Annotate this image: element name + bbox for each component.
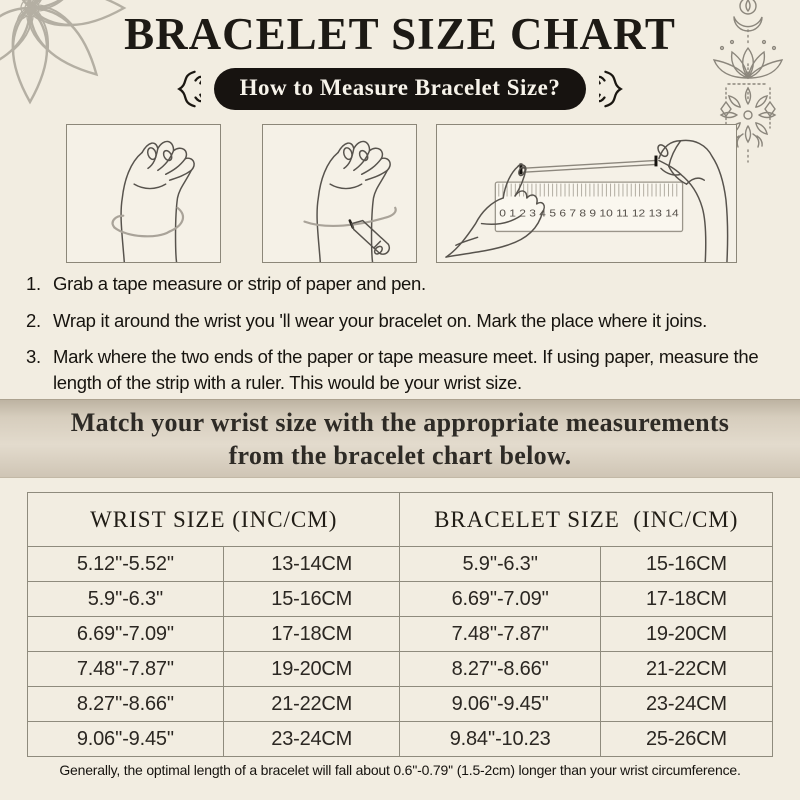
bracelet-cm-cell: 19-20CM bbox=[599, 616, 774, 652]
banner-line-2: from the bracelet chart below. bbox=[228, 440, 572, 470]
bracelet-inch-cell: 7.48''-7.87'' bbox=[399, 616, 601, 652]
subtitle-row: How to Measure Bracelet Size? bbox=[0, 68, 800, 110]
table-row: 8.27''-8.66'' 21-22CM 9.06''-9.45'' 23-2… bbox=[27, 686, 774, 722]
page-title: BRACELET SIZE CHART bbox=[124, 9, 676, 59]
step-number: 3. bbox=[26, 346, 41, 368]
bracelet-size-header: BRACELET SIZE (INC/CM) bbox=[399, 492, 773, 547]
step-2: 2. Wrap it around the wrist you 'll wear… bbox=[26, 308, 774, 334]
table-row: 5.12''-5.52'' 13-14CM 5.9''-6.3'' 15-16C… bbox=[27, 546, 774, 582]
illustration-ruler-measure: 0 1 2 3 4 5 6 7 8 9 10 11 12 13 14 bbox=[436, 124, 737, 263]
step-1: 1. Grab a tape measure or strip of paper… bbox=[26, 271, 774, 297]
step-text: Wrap it around the wrist you 'll wear yo… bbox=[53, 309, 707, 331]
banner-line-1: Match your wrist size with the appropria… bbox=[70, 407, 730, 437]
wrist-inch-cell: 5.12''-5.52'' bbox=[27, 546, 224, 582]
bracelet-cm-cell: 17-18CM bbox=[599, 581, 774, 617]
bracelet-inch-cell: 9.84''-10.23 bbox=[399, 721, 601, 757]
table-row: 9.06''-9.45'' 23-24CM 9.84''-10.23 25-26… bbox=[27, 721, 774, 757]
step-number: 1. bbox=[26, 273, 41, 294]
bracelet-inch-cell: 8.27''-8.66'' bbox=[399, 651, 601, 687]
illustration-mark-pen bbox=[262, 124, 417, 263]
step-3: 3. Mark where the two ends of the paper … bbox=[26, 344, 774, 395]
match-size-banner: Match your wrist size with the appropria… bbox=[0, 399, 800, 478]
flourish-left-icon bbox=[176, 70, 201, 108]
wrist-inch-cell: 8.27''-8.66'' bbox=[27, 686, 224, 722]
size-table: WRIST SIZE (INC/CM) BRACELET SIZE (INC/C… bbox=[26, 492, 774, 757]
step-text: Grab a tape measure or strip of paper an… bbox=[53, 273, 426, 294]
bracelet-cm-cell: 21-22CM bbox=[599, 651, 774, 687]
table-row: 7.48''-7.87'' 19-20CM 8.27''-8.66'' 21-2… bbox=[27, 651, 774, 687]
wrist-inch-cell: 5.9''-6.3'' bbox=[27, 581, 224, 617]
bracelet-inch-cell: 9.06''-9.45'' bbox=[399, 686, 601, 722]
subtitle-pill: How to Measure Bracelet Size? bbox=[213, 68, 587, 110]
flourish-right-icon bbox=[599, 70, 624, 108]
bracelet-cm-cell: 23-24CM bbox=[599, 686, 774, 722]
wrist-cm-cell: 19-20CM bbox=[222, 651, 401, 687]
ruler-numbers: 0 1 2 3 4 5 6 7 8 9 10 11 12 13 14 bbox=[499, 209, 679, 220]
wrist-inch-cell: 6.69''-7.09'' bbox=[27, 616, 224, 652]
wrist-cm-cell: 23-24CM bbox=[222, 721, 401, 757]
wrist-cm-cell: 15-16CM bbox=[222, 581, 401, 617]
bracelet-inch-cell: 6.69''-7.09'' bbox=[399, 581, 601, 617]
wrist-inch-cell: 9.06''-9.45'' bbox=[27, 721, 224, 757]
footnote: Generally, the optimal length of a brace… bbox=[59, 762, 741, 778]
bracelet-inch-cell: 5.9''-6.3'' bbox=[399, 546, 601, 582]
table-row: 5.9''-6.3'' 15-16CM 6.69''-7.09'' 17-18C… bbox=[27, 581, 774, 617]
step-text: Mark where the two ends of the paper or … bbox=[53, 346, 759, 393]
wrist-cm-cell: 17-18CM bbox=[222, 616, 401, 652]
table-row: 6.69''-7.09'' 17-18CM 7.48''-7.87'' 19-2… bbox=[27, 616, 774, 652]
wrist-size-header: WRIST SIZE (INC/CM) bbox=[26, 492, 401, 547]
table-header-row: WRIST SIZE (INC/CM) BRACELET SIZE (INC/C… bbox=[26, 492, 773, 547]
instruction-steps: 1. Grab a tape measure or strip of paper… bbox=[26, 271, 774, 406]
step-number: 2. bbox=[26, 309, 41, 331]
illustration-wrap-wrist bbox=[66, 124, 221, 263]
bracelet-cm-cell: 25-26CM bbox=[599, 721, 774, 757]
wrist-cm-cell: 21-22CM bbox=[222, 686, 401, 722]
wrist-inch-cell: 7.48''-7.87'' bbox=[27, 651, 224, 687]
bracelet-cm-cell: 15-16CM bbox=[599, 546, 774, 582]
wrist-cm-cell: 13-14CM bbox=[222, 546, 401, 582]
